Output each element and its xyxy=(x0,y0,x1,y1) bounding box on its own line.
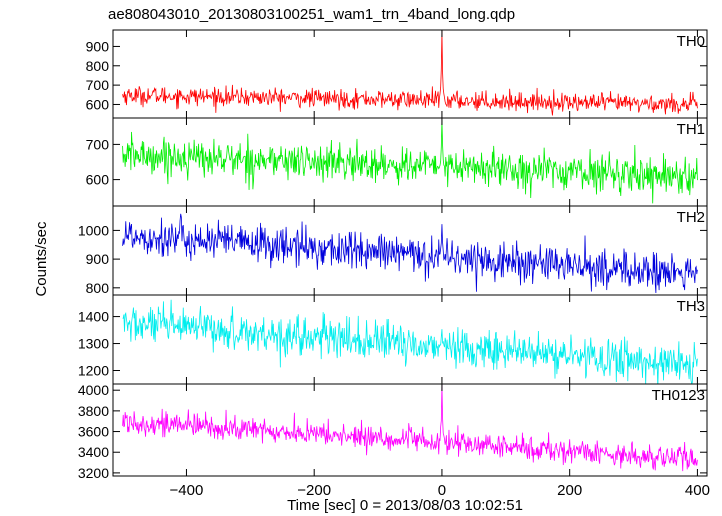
chart-title: ae808043010_20130803100251_wam1_trn_4ban… xyxy=(108,6,515,23)
panels-group: 600 700 800 900 TH0 600 700 TH1 800 900 1000 TH2 120… xyxy=(78,29,708,481)
series-th1-line xyxy=(122,120,698,204)
panel-label: TH2 xyxy=(677,209,705,226)
y-tick-label: 600 xyxy=(86,172,110,188)
series-th2-line xyxy=(122,213,698,294)
y-tick-label: 900 xyxy=(86,251,110,267)
y-tick-label: 4000 xyxy=(78,382,109,398)
x-tick-label: −400 xyxy=(170,482,204,499)
series-th0-line xyxy=(122,30,698,116)
panel-th0: 600 700 800 900 TH0 xyxy=(86,29,708,119)
y-tick-label: 800 xyxy=(86,280,110,296)
y-tick-label: 3600 xyxy=(78,424,109,440)
x-axis: −400 −200 0 200 400 xyxy=(170,482,710,499)
panel-label: TH0 xyxy=(677,33,705,50)
panel-frame xyxy=(112,383,708,477)
y-tick-label: 700 xyxy=(86,77,110,93)
y-tick-label: 1200 xyxy=(78,363,109,379)
y-tick-label: 1000 xyxy=(78,222,109,238)
y-tick-label: 600 xyxy=(86,96,110,112)
y-tick-label: 800 xyxy=(86,58,110,74)
panel-label: TH3 xyxy=(677,298,705,315)
panel-label: TH1 xyxy=(677,121,705,138)
panel-th1: 600 700 TH1 xyxy=(86,117,708,207)
panel-th2: 800 900 1000 TH2 xyxy=(78,205,708,296)
y-axis-label: Counts/sec xyxy=(33,221,50,297)
panel-label: TH0123 xyxy=(652,387,705,404)
y-tick-label: 1300 xyxy=(78,336,109,352)
panel-th3: 1200 1300 1400 TH3 xyxy=(78,294,708,385)
x-tick-label: 400 xyxy=(685,482,710,499)
y-tick-label: 900 xyxy=(86,38,110,54)
x-tick-label: 200 xyxy=(557,482,582,499)
y-tick-label: 3200 xyxy=(78,465,109,481)
y-tick-label: 700 xyxy=(86,136,110,152)
x-tick-label: −200 xyxy=(297,482,331,499)
series-th3-line xyxy=(122,299,698,384)
series-th0123-line xyxy=(122,384,698,472)
y-tick-label: 1400 xyxy=(78,309,109,325)
x-tick-label: 0 xyxy=(438,482,446,499)
y-tick-label: 3800 xyxy=(78,403,109,419)
y-tick-label: 3400 xyxy=(78,444,109,460)
x-axis-label: Time [sec] 0 = 2013/08/03 10:02:51 xyxy=(287,497,523,514)
panel-th0123: 3200 3400 3600 3800 4000 TH0123 xyxy=(78,382,708,481)
